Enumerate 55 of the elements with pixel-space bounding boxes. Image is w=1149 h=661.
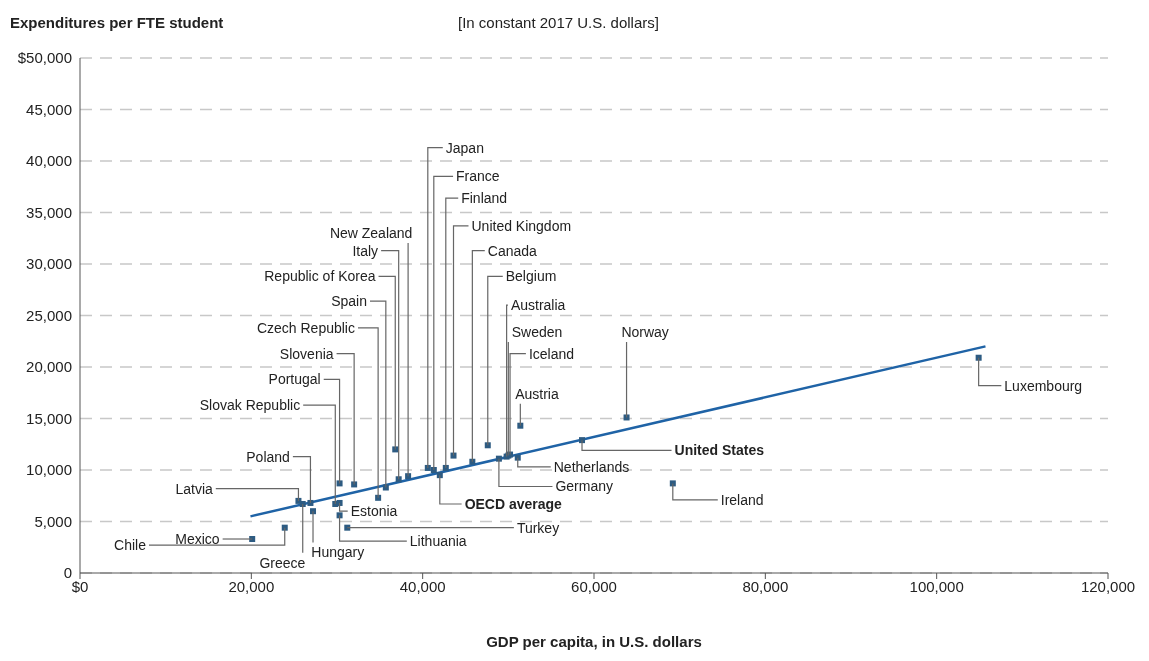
annotation: Belgium xyxy=(505,268,557,285)
chart-title: Expenditures per FTE student xyxy=(10,14,224,31)
y-tick-label: $50,000 xyxy=(17,49,72,67)
annotation: Finland xyxy=(461,190,508,207)
x-tick-label: 60,000 xyxy=(571,577,617,595)
x-tick-label: 40,000 xyxy=(399,577,446,595)
chart-subtitle: [In constant 2017 U.S. dollars] xyxy=(458,14,659,31)
annotation: Slovak Republic xyxy=(199,397,301,414)
annotation: Republic of Korea xyxy=(264,268,376,285)
annotation: Luxembourg xyxy=(1004,377,1083,394)
annotation: Ireland xyxy=(720,491,764,508)
annotation: Japan xyxy=(445,139,484,156)
y-tick-label: 15,000 xyxy=(26,409,72,427)
annotation: Mexico xyxy=(175,531,220,548)
x-tick-label: 20,000 xyxy=(228,577,275,595)
annotation: Italy xyxy=(352,242,379,259)
y-tick-label: 35,000 xyxy=(26,203,72,221)
x-tick-label: 80,000 xyxy=(742,577,789,595)
y-tick-label: 25,000 xyxy=(26,306,72,324)
annotation: France xyxy=(456,168,500,185)
y-tick-label: 40,000 xyxy=(26,152,72,170)
annotation: Netherlands xyxy=(553,458,630,475)
annotation: Spain xyxy=(331,293,367,310)
y-tick-label: 0 xyxy=(63,564,72,582)
annotation: United States xyxy=(674,442,765,459)
annotation: Germany xyxy=(555,478,614,495)
annotation: New Zealand xyxy=(329,225,413,242)
annotation: Czech Republic xyxy=(256,319,355,336)
annotation: Canada xyxy=(487,242,538,259)
y-tick-label: 45,000 xyxy=(26,100,72,118)
x-tick-label: 100,000 xyxy=(909,577,964,595)
annotation: Turkey xyxy=(516,519,560,536)
y-tick-label: 5,000 xyxy=(34,512,72,530)
annotation: Slovenia xyxy=(279,345,334,362)
annotation: Greece xyxy=(259,554,306,571)
annotation: Hungary xyxy=(311,544,365,561)
annotation: Chile xyxy=(114,537,147,554)
annotation: Estonia xyxy=(350,503,398,520)
y-tick-label: 20,000 xyxy=(26,358,72,376)
x-axis-title: GDP per capita, in U.S. dollars xyxy=(486,633,702,650)
y-tick-label: 30,000 xyxy=(26,255,72,273)
annotation: Sweden xyxy=(511,323,563,340)
annotation: United Kingdom xyxy=(471,217,572,234)
x-tick-label: $0 xyxy=(71,577,89,595)
annotation: Lithuania xyxy=(409,533,467,550)
annotation: Portugal xyxy=(268,371,321,388)
x-tick-label: 120,000 xyxy=(1080,577,1136,595)
annotation: OECD average xyxy=(464,495,563,512)
annotation: Norway xyxy=(621,323,669,340)
annotation: Austria xyxy=(515,385,559,402)
annotation: Iceland xyxy=(528,345,575,362)
annotation: Latvia xyxy=(175,480,213,497)
y-tick-label: 10,000 xyxy=(26,461,72,479)
annotation: Poland xyxy=(246,448,290,465)
annotation: Australia xyxy=(510,297,566,314)
